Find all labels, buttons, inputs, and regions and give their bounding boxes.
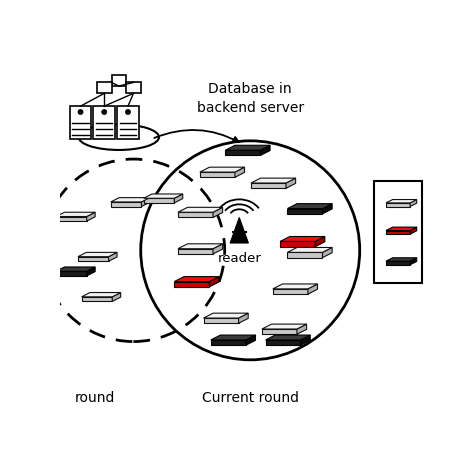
Polygon shape [251,178,296,183]
Polygon shape [200,167,245,172]
Polygon shape [386,203,410,207]
Polygon shape [87,212,95,221]
Polygon shape [238,313,248,323]
FancyArrowPatch shape [154,130,239,142]
Polygon shape [203,313,248,318]
Polygon shape [213,207,223,218]
Polygon shape [265,335,310,340]
Polygon shape [235,167,245,177]
Polygon shape [410,227,417,234]
Polygon shape [386,258,417,261]
Polygon shape [111,198,150,202]
Polygon shape [141,198,150,207]
Polygon shape [386,227,417,230]
Polygon shape [410,200,417,207]
Polygon shape [308,284,318,294]
Circle shape [126,109,130,115]
Circle shape [102,109,107,115]
Polygon shape [287,247,332,252]
Polygon shape [297,324,307,334]
Polygon shape [82,292,121,297]
Polygon shape [287,252,322,258]
Bar [70,106,91,139]
Bar [126,82,141,93]
Polygon shape [178,207,223,212]
Polygon shape [410,258,417,265]
Polygon shape [386,230,410,234]
Polygon shape [301,335,310,345]
Polygon shape [210,277,219,287]
Polygon shape [287,209,322,214]
Polygon shape [273,284,318,289]
Polygon shape [262,324,307,329]
Polygon shape [174,282,210,287]
Polygon shape [111,202,141,207]
Polygon shape [174,277,219,282]
Polygon shape [203,318,238,323]
Polygon shape [211,335,255,340]
Polygon shape [178,212,213,218]
Bar [93,106,115,139]
Polygon shape [78,256,109,261]
Polygon shape [280,237,325,241]
Bar [97,82,111,93]
Polygon shape [226,150,260,155]
Polygon shape [109,252,117,261]
Polygon shape [56,271,87,276]
Polygon shape [78,252,117,256]
Polygon shape [144,198,174,203]
Polygon shape [112,292,121,301]
Polygon shape [286,178,296,188]
Polygon shape [56,212,95,217]
Bar [374,181,422,283]
Polygon shape [246,335,255,345]
Polygon shape [273,289,308,294]
Polygon shape [178,249,213,254]
Polygon shape [315,237,325,246]
Circle shape [78,109,83,115]
Polygon shape [287,204,332,209]
Polygon shape [230,218,248,243]
Polygon shape [226,145,270,150]
Polygon shape [386,200,417,203]
Polygon shape [251,183,286,188]
Polygon shape [178,244,223,249]
Polygon shape [211,340,246,345]
Polygon shape [144,194,183,198]
Bar [111,75,126,86]
Polygon shape [56,217,87,221]
Bar [117,106,139,139]
Text: reader: reader [218,252,261,265]
Polygon shape [322,247,332,258]
Text: Database in
backend server: Database in backend server [197,82,304,115]
Polygon shape [280,241,315,246]
Polygon shape [262,329,297,334]
Polygon shape [260,145,270,155]
Text: Current round: Current round [202,392,299,405]
Polygon shape [265,340,301,345]
Polygon shape [322,204,332,214]
Polygon shape [174,194,183,203]
Polygon shape [200,172,235,177]
Polygon shape [386,261,410,265]
Text: round: round [75,392,115,405]
Polygon shape [82,297,112,301]
Polygon shape [213,244,223,254]
Polygon shape [87,267,95,276]
Polygon shape [56,267,95,271]
